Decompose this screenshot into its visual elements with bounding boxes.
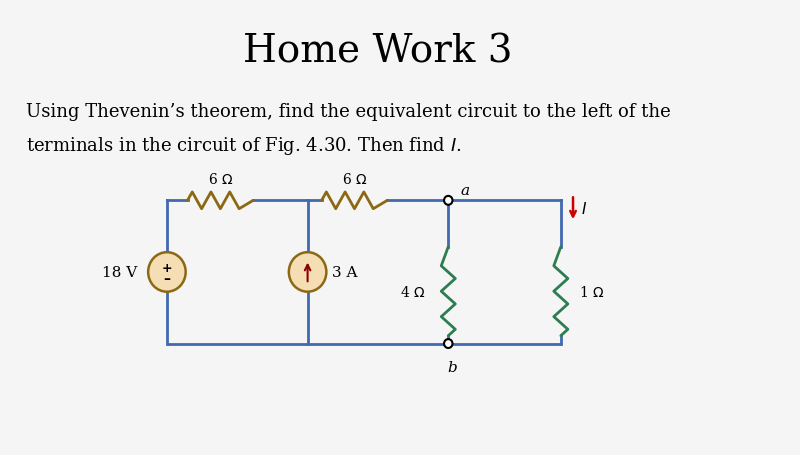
Text: 4 $\Omega$: 4 $\Omega$ <box>401 284 426 299</box>
Text: 6 $\Omega$: 6 $\Omega$ <box>208 172 233 187</box>
Text: Home Work 3: Home Work 3 <box>243 33 513 70</box>
Text: 1 $\Omega$: 1 $\Omega$ <box>578 284 604 299</box>
Text: terminals in the circuit of Fig. 4.30. Then find $I$.: terminals in the circuit of Fig. 4.30. T… <box>26 135 462 157</box>
Circle shape <box>444 339 453 348</box>
Text: 6 $\Omega$: 6 $\Omega$ <box>342 172 367 187</box>
Text: a: a <box>461 184 470 198</box>
Text: 18 V: 18 V <box>102 265 137 279</box>
Circle shape <box>148 253 186 292</box>
Circle shape <box>444 197 453 205</box>
Circle shape <box>289 253 326 292</box>
Text: Using Thevenin’s theorem, find the equivalent circuit to the left of the: Using Thevenin’s theorem, find the equiv… <box>26 102 671 120</box>
Text: b: b <box>447 360 457 374</box>
Text: $I$: $I$ <box>581 201 586 217</box>
Text: –: – <box>163 271 170 285</box>
Text: 3 A: 3 A <box>332 265 358 279</box>
Text: +: + <box>162 261 172 274</box>
